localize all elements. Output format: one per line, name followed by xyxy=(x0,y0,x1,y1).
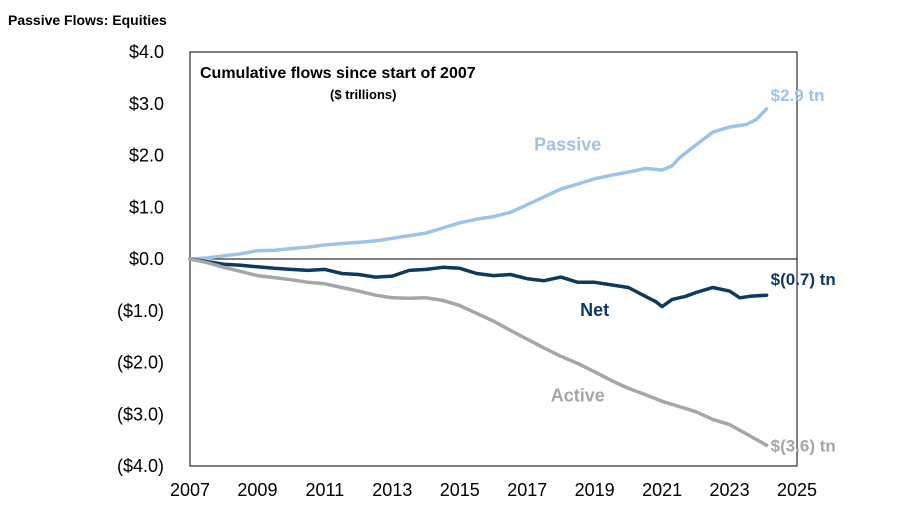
series-labels: Passive $2.9 tn Net $(0.7) tn Active $(3.6) t… xyxy=(534,86,836,455)
chart-subtitle: ($ trillions) xyxy=(330,87,396,102)
x-axis: 2007 2009 2011 2013 2015 2017 2019 2021 2023 2025 xyxy=(170,480,817,500)
y-tick-label: $3.0 xyxy=(129,94,164,114)
x-tick-label: 2011 xyxy=(306,480,345,500)
end-value-label-passive: $2.9 tn xyxy=(771,86,825,105)
series-label-net: Net xyxy=(580,300,609,320)
series-line-active xyxy=(188,257,769,448)
y-tick-label: ($3.0) xyxy=(117,404,164,424)
x-tick-label: 2023 xyxy=(710,480,750,500)
series-line-net xyxy=(188,257,769,309)
end-value-label-active: $(3.6) tn xyxy=(771,436,836,455)
x-tick-label: 2015 xyxy=(440,480,480,500)
y-tick-label: ($1.0) xyxy=(117,301,164,321)
x-tick-label: 2013 xyxy=(372,480,412,500)
page-title: Passive Flows: Equities xyxy=(8,12,167,28)
x-tick-label: 2017 xyxy=(507,480,547,500)
x-tick-label: 2007 xyxy=(170,480,210,500)
y-tick-label: $1.0 xyxy=(129,197,164,217)
chart-title: Cumulative flows since start of 2007 xyxy=(200,65,476,82)
series-line-passive xyxy=(188,107,769,261)
end-value-label-net: $(0.7) tn xyxy=(771,270,836,289)
x-tick-label: 2019 xyxy=(575,480,615,500)
x-tick-label: 2009 xyxy=(237,480,277,500)
x-tick-label: 2021 xyxy=(642,480,682,500)
y-axis: $4.0 $3.0 $2.0 $1.0 $0.0 ($1.0) ($2.0) ($3.0) ($… xyxy=(117,42,164,476)
y-tick-label: $0.0 xyxy=(129,249,164,269)
x-tick-label: 2025 xyxy=(777,480,817,500)
y-tick-label: ($2.0) xyxy=(117,353,164,373)
series-group xyxy=(188,107,769,448)
y-tick-label: $4.0 xyxy=(129,42,164,62)
y-tick-label: $2.0 xyxy=(129,146,164,166)
series-label-passive: Passive xyxy=(534,134,601,154)
series-label-active: Active xyxy=(551,385,605,405)
y-tick-label: ($4.0) xyxy=(117,456,164,476)
